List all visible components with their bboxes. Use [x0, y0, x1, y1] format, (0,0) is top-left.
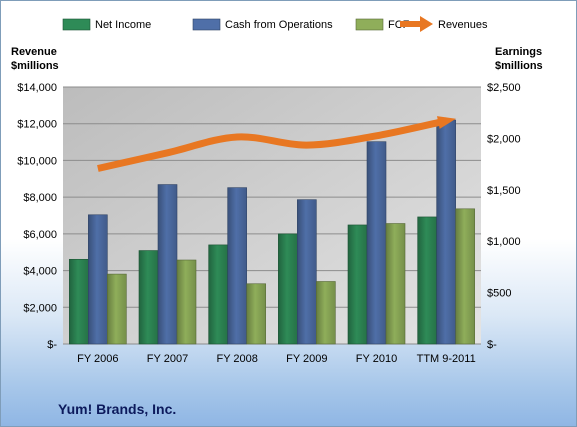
- category-label: FY 2008: [216, 353, 257, 365]
- left-axis-title-line2: $millions: [11, 60, 59, 72]
- legend-arrow-icon: [420, 16, 433, 32]
- left-tick-label: $10,000: [17, 155, 57, 167]
- bar-cash-from-operations: [436, 119, 456, 345]
- left-tick-label: $-: [47, 339, 57, 351]
- bar-net-income: [69, 258, 89, 345]
- gridlines: [63, 86, 481, 345]
- bar-fcf: [385, 223, 406, 345]
- right-tick-label: $1,500: [487, 185, 521, 197]
- legend-label: Net Income: [95, 19, 151, 31]
- legend-label: Revenues: [438, 19, 488, 31]
- right-axis-title-line1: Earnings: [495, 46, 542, 58]
- left-axis-ticks: $- $2,000 $4,000 $6,000 $8,000 $10,000 $12,000…: [17, 82, 57, 351]
- right-tick-label: $2,500: [487, 82, 521, 94]
- bar-fcf: [316, 281, 336, 345]
- revenue-line: [97, 116, 456, 172]
- left-tick-label: $14,000: [17, 82, 57, 94]
- right-axis-ticks: $- $500 $1,000 $1,500 $2,000 $2,500: [487, 82, 521, 351]
- bar-net-income: [347, 224, 368, 345]
- category-label: FY 2010: [356, 353, 397, 365]
- category-labels: FY 2006 FY 2007 FY 2008 FY 2009 FY 2010 TTM 9…: [77, 353, 476, 365]
- right-tick-label: $1,000: [487, 236, 521, 248]
- bar-cash-from-operations: [88, 214, 108, 345]
- legend-label: Cash from Operations: [225, 19, 333, 31]
- category-label: FY 2009: [286, 353, 327, 365]
- left-axis-title-line1: Revenue: [11, 46, 57, 58]
- bar-net-income: [278, 233, 298, 345]
- left-tick-label: $8,000: [23, 192, 57, 204]
- bar-cash-from-operations: [227, 187, 247, 345]
- category-label: FY 2007: [147, 353, 188, 365]
- bar-fcf: [107, 273, 127, 345]
- bar-fcf: [246, 283, 266, 345]
- revenues-line-path: [97, 117, 447, 172]
- chart-title: Yum! Brands, Inc.: [58, 401, 176, 417]
- legend-swatch: [192, 18, 221, 31]
- right-axis-title-line2: $millions: [495, 60, 543, 72]
- right-tick-label: $500: [487, 288, 511, 300]
- bar-fcf: [455, 208, 475, 345]
- right-tick-label: $2,000: [487, 133, 521, 145]
- bar-cash-from-operations: [366, 141, 387, 345]
- category-label: FY 2006: [77, 353, 118, 365]
- bar-net-income: [138, 250, 159, 345]
- left-tick-label: $6,000: [23, 229, 57, 241]
- left-tick-label: $4,000: [23, 266, 57, 278]
- left-tick-label: $2,000: [23, 302, 57, 314]
- revenues-arrowhead: [436, 116, 456, 129]
- bar-net-income: [208, 244, 228, 345]
- legend: Net Income Cash from Operations FCF Revenue…: [62, 16, 488, 32]
- bar-cash-from-operations: [157, 184, 178, 345]
- bar-net-income: [417, 216, 437, 345]
- bars: [69, 119, 475, 345]
- legend-swatch: [62, 18, 91, 31]
- right-tick-label: $-: [487, 339, 497, 351]
- left-tick-label: $12,000: [17, 119, 57, 131]
- bar-cash-from-operations: [297, 199, 317, 345]
- bar-fcf: [176, 259, 197, 345]
- category-label: TTM 9-2011: [417, 353, 476, 365]
- legend-swatch: [355, 18, 384, 31]
